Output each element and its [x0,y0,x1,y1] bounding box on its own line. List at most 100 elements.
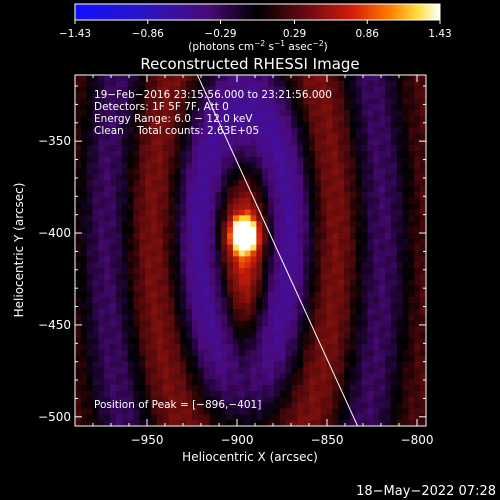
heatmap-pixel [192,273,199,281]
heatmap-pixel [344,121,351,129]
heatmap-pixel [168,273,175,281]
heatmap-pixel [361,262,368,269]
heatmap-pixel [373,256,380,263]
heatmap-pixel [273,314,281,322]
heatmap-pixel [332,133,339,140]
heatmap-pixel [215,262,222,269]
heatmap-pixel [285,332,292,339]
heatmap-pixel [268,303,275,310]
heatmap-pixel [203,75,210,82]
heatmap-pixel [203,238,210,246]
heatmap-pixel [361,256,368,263]
heatmap-pixel [256,279,263,286]
heatmap-pixel [402,355,409,363]
heatmap-pixel [268,98,275,105]
heatmap-pixel [238,332,246,339]
heatmap-pixel [361,320,368,327]
heatmap-pixel [192,373,199,380]
heatmap-pixel [162,168,169,175]
heatmap-pixel [373,273,380,281]
heatmap-pixel [110,314,117,322]
heatmap-pixel [355,203,363,210]
plot-frame [74,74,427,427]
heatmap-pixel [402,80,409,88]
heatmap-pixel [250,332,257,339]
heatmap-pixel [309,186,316,193]
heatmap-pixel [139,291,146,298]
heatmap-pixel [174,297,181,304]
heatmap-pixel [390,396,398,403]
heatmap-pixel [168,209,175,216]
heatmap-pixel [75,320,82,327]
heatmap-pixel [139,244,146,251]
heatmap-pixel [314,349,322,357]
heatmap-pixel [320,361,327,368]
heatmap-pixel [203,186,210,193]
heatmap-pixel [338,192,345,199]
heatmap-pixel [361,197,368,205]
heatmap-pixel [209,402,216,409]
heatmap-pixel [320,320,327,327]
heatmap-pixel [361,326,368,333]
heatmap-pixel [244,168,251,175]
heatmap-pixel [227,127,234,134]
heatmap-pixel [244,355,251,363]
heatmap-pixel [168,355,175,363]
heatmap-pixel [151,209,158,216]
heatmap-pixel [373,338,380,345]
heatmap-pixel [238,98,246,105]
heatmap-pixel [291,221,298,228]
heatmap-pixel [215,279,222,286]
heatmap-pixel [156,174,164,181]
heatmap-pixel [390,232,398,240]
heatmap-pixel [127,121,134,129]
heatmap-pixel [326,104,333,111]
heatmap-pixel [402,303,409,310]
heatmap-pixel [104,186,111,193]
heatmap-pixel [361,221,368,228]
heatmap-pixel [320,379,327,386]
heatmap-pixel [86,227,93,234]
heatmap-pixel [145,104,152,111]
heatmap-pixel [174,385,181,392]
heatmap-pixel [227,139,234,146]
heatmap-pixel [110,332,117,339]
heatmap-pixel [285,162,292,169]
heatmap-pixel [209,115,216,123]
heatmap-pixel [110,309,117,316]
heatmap-pixel [309,309,316,316]
heatmap-pixel [215,232,222,240]
heatmap-pixel [227,232,234,240]
heatmap-pixel [127,92,134,99]
heatmap-pixel [262,268,269,275]
heatmap-pixel [408,221,415,228]
heatmap-pixel [86,379,93,386]
heatmap-pixel [379,86,386,93]
heatmap-pixel [303,332,310,339]
heatmap-pixel [344,414,351,421]
heatmap-pixel [168,244,175,251]
heatmap-pixel [402,344,409,351]
heatmap-pixel [209,385,216,392]
heatmap-pixel [285,232,292,240]
heatmap-pixel [168,297,175,304]
heatmap-pixel [355,326,363,333]
heatmap-pixel [250,180,257,187]
heatmap-pixel [314,332,322,339]
heatmap-pixel [232,256,240,263]
heatmap-pixel [215,297,222,304]
heatmap-pixel [121,332,129,339]
heatmap-pixel [344,244,351,251]
heatmap-pixel [139,203,146,210]
heatmap-pixel [174,367,181,374]
heatmap-pixel [361,373,368,380]
heatmap-pixel [303,390,310,398]
heatmap-pixel [314,256,322,263]
heatmap-pixel [115,262,123,269]
heatmap-pixel [133,186,140,193]
heatmap-pixel [367,279,374,286]
heatmap-pixel [127,86,134,93]
heatmap-pixel [279,209,286,216]
heatmap-pixel [121,408,129,415]
heatmap-pixel [232,98,240,105]
